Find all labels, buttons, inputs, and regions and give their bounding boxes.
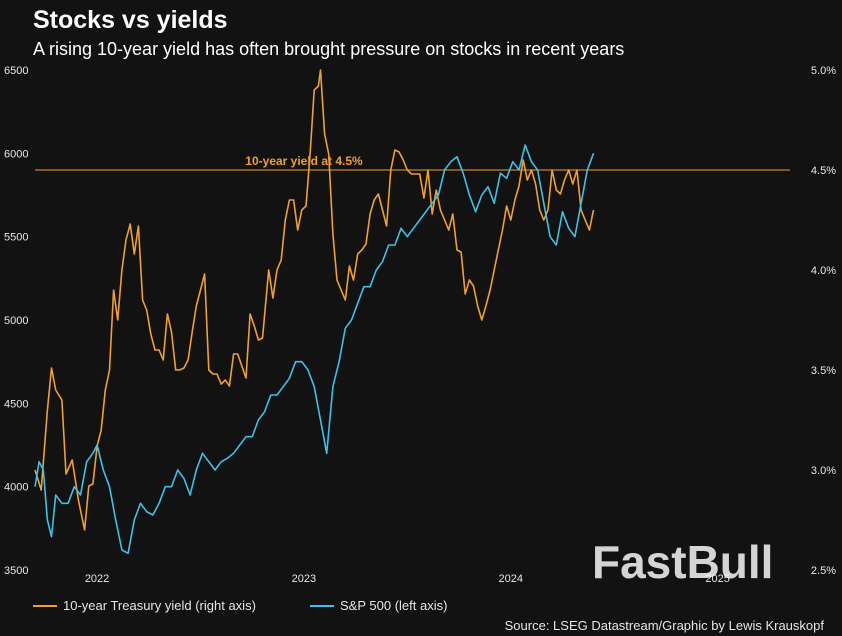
- right-tick-label: 2.5%: [811, 565, 836, 577]
- source-note: Source: LSEG Datastream/Graphic by Lewis…: [504, 618, 824, 633]
- left-tick-label: 5500: [4, 232, 28, 244]
- x-tick-label: 2025: [705, 573, 729, 585]
- right-tick-label: 3.0%: [811, 465, 836, 477]
- left-tick-label: 3500: [4, 565, 28, 577]
- x-tick-label: 2023: [292, 573, 316, 585]
- legend-swatch-yield: [33, 604, 57, 607]
- left-tick-label: 4000: [4, 482, 28, 494]
- chart-subtitle: A rising 10-year yield has often brought…: [33, 39, 625, 59]
- reference-line-label: 10-year yield at 4.5%: [245, 154, 363, 168]
- chart-title: Stocks vs yields: [33, 6, 228, 34]
- legend-swatch-sp500: [310, 604, 334, 607]
- right-tick-label: 3.5%: [811, 365, 836, 377]
- right-tick-label: 4.0%: [811, 265, 836, 277]
- x-tick-label: 2024: [499, 573, 523, 585]
- left-tick-label: 6500: [4, 65, 28, 77]
- left-tick-label: 5000: [4, 315, 28, 327]
- legend-label-yield: 10-year Treasury yield (right axis): [63, 598, 256, 613]
- right-tick-label: 4.5%: [811, 165, 836, 177]
- series-line-yield: [34, 69, 595, 531]
- right-tick-label: 5.0%: [811, 65, 836, 77]
- legend-label-sp500: S&P 500 (left axis): [340, 598, 448, 613]
- legend-item-yield: 10-year Treasury yield (right axis): [33, 598, 256, 613]
- watermark-logo: FastBull: [592, 536, 774, 588]
- left-tick-label: 6000: [4, 148, 28, 160]
- series-line-sp500: [34, 144, 595, 555]
- x-tick-label: 2022: [85, 573, 109, 585]
- left-tick-label: 4500: [4, 398, 28, 410]
- legend-item-sp500: S&P 500 (left axis): [310, 598, 447, 613]
